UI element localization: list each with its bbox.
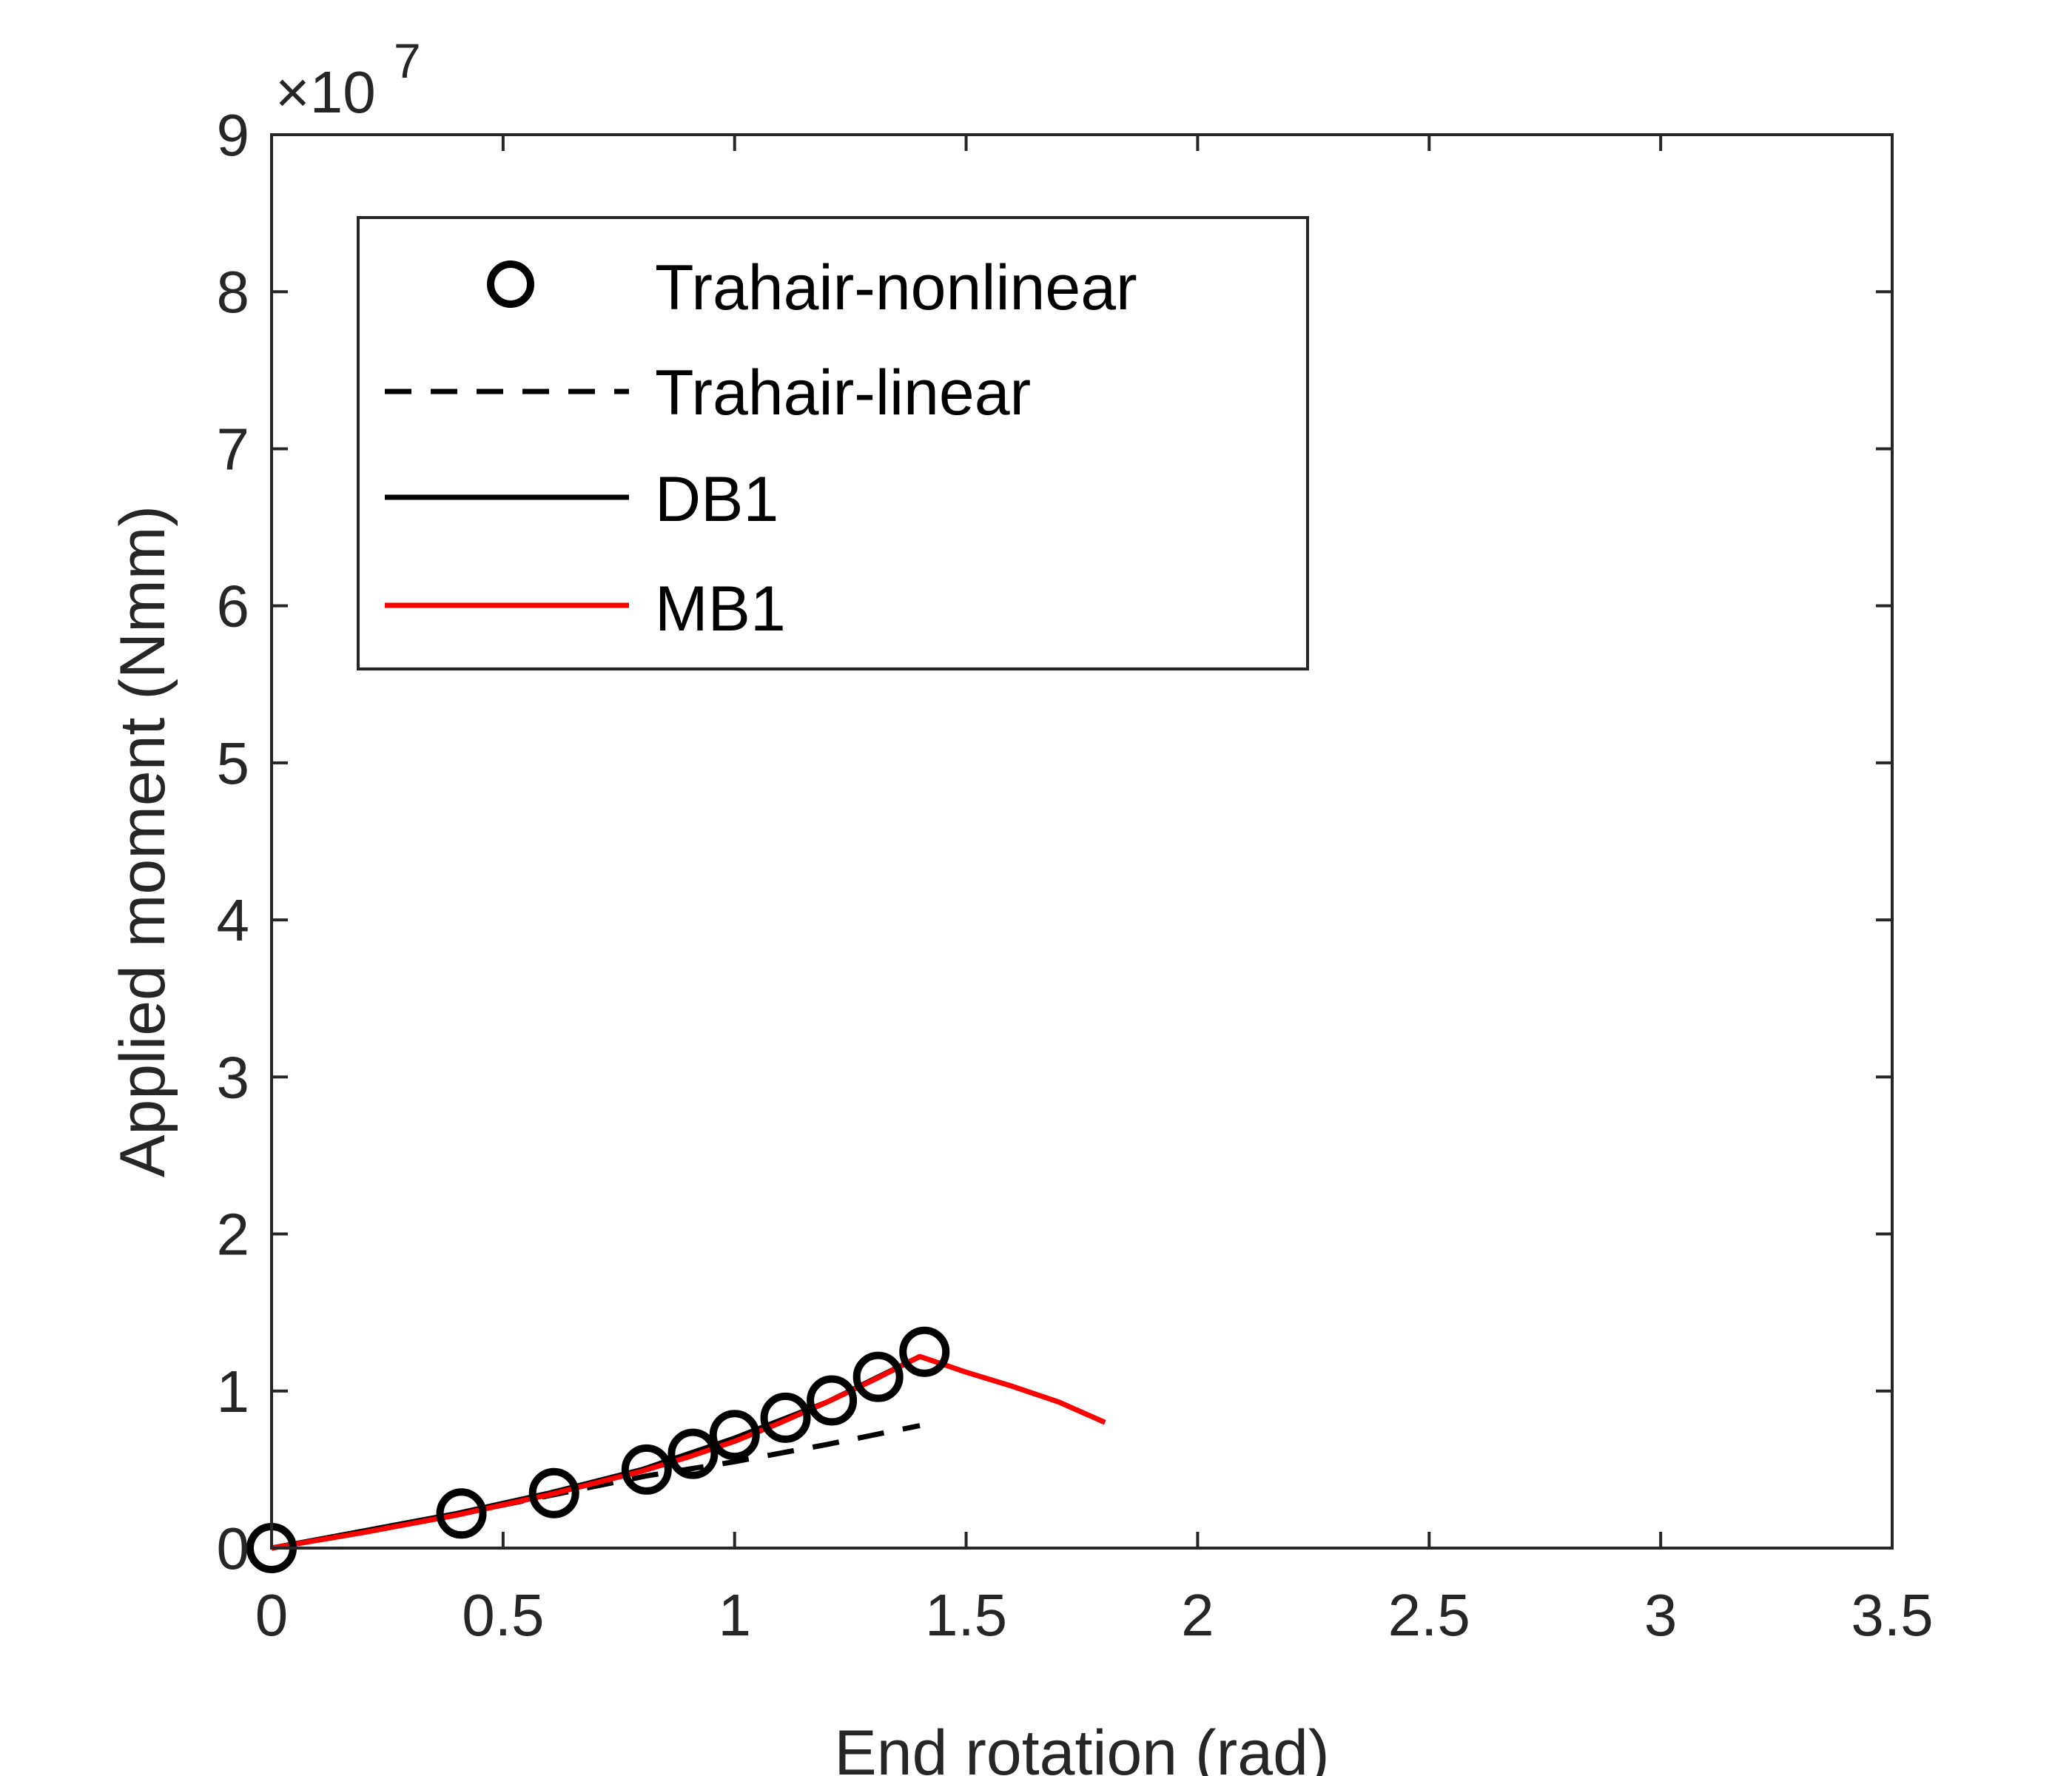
tick-layer: 0 0.5 1 1.5 2 2.5 3 3.5 0 1 2 3 4 5 6 7 8 9	[217, 102, 1934, 1648]
legend-label-mb1: MB1	[655, 574, 786, 645]
y-tick-label: 9	[217, 102, 250, 168]
series-layer	[246, 1326, 1106, 1573]
x-axis-title: End rotation (rad)	[834, 1718, 1329, 1776]
x-tick-label: 3.5	[1851, 1582, 1933, 1648]
y-tick-label: 1	[217, 1359, 250, 1424]
y-tick-label: 0	[217, 1516, 250, 1581]
point-trahair-nonlinear	[852, 1351, 904, 1402]
y-tick-label: 7	[217, 416, 250, 482]
x-tick-label: 1.5	[925, 1582, 1007, 1648]
point-trahair-nonlinear	[621, 1444, 672, 1495]
point-trahair-nonlinear	[709, 1410, 760, 1461]
y-multiplier-base: ×10	[275, 59, 376, 125]
x-tick-label: 1	[718, 1582, 751, 1648]
y-tick-label: 4	[217, 887, 250, 953]
point-trahair-nonlinear	[528, 1467, 579, 1518]
x-tick-label: 0	[255, 1582, 289, 1648]
y-tick-label: 2	[217, 1202, 250, 1268]
point-trahair-nonlinear	[667, 1428, 719, 1479]
legend-label-db1: DB1	[655, 464, 778, 535]
point-trahair-nonlinear	[899, 1326, 950, 1377]
x-tick-label: 0.5	[462, 1582, 544, 1648]
legend: Trahair-nonlinear Trahair-linear DB1 MB1	[357, 216, 1309, 670]
point-trahair-nonlinear	[807, 1375, 858, 1426]
legend-label-trahair-nonlinear: Trahair-nonlinear	[655, 252, 1137, 323]
y-multiplier-exponent: 7	[394, 33, 421, 88]
point-trahair-nonlinear	[436, 1488, 487, 1539]
x-tick-label: 2	[1181, 1582, 1214, 1648]
legend-marker-trahair-nonlinear	[487, 260, 534, 308]
legend-label-trahair-linear: Trahair-linear	[655, 357, 1031, 428]
y-tick-label: 5	[217, 730, 250, 796]
plot-frame	[270, 133, 1894, 1550]
y-axis-title: Applied moment (Nmm)	[107, 505, 178, 1177]
legend-box	[357, 216, 1309, 670]
point-trahair-nonlinear	[760, 1392, 811, 1443]
x-tick-label: 2.5	[1388, 1582, 1470, 1648]
y-tick-label: 6	[217, 574, 250, 639]
x-tick-label: 3	[1644, 1582, 1678, 1648]
y-tick-label: 3	[217, 1044, 250, 1110]
y-tick-label: 8	[217, 259, 250, 325]
